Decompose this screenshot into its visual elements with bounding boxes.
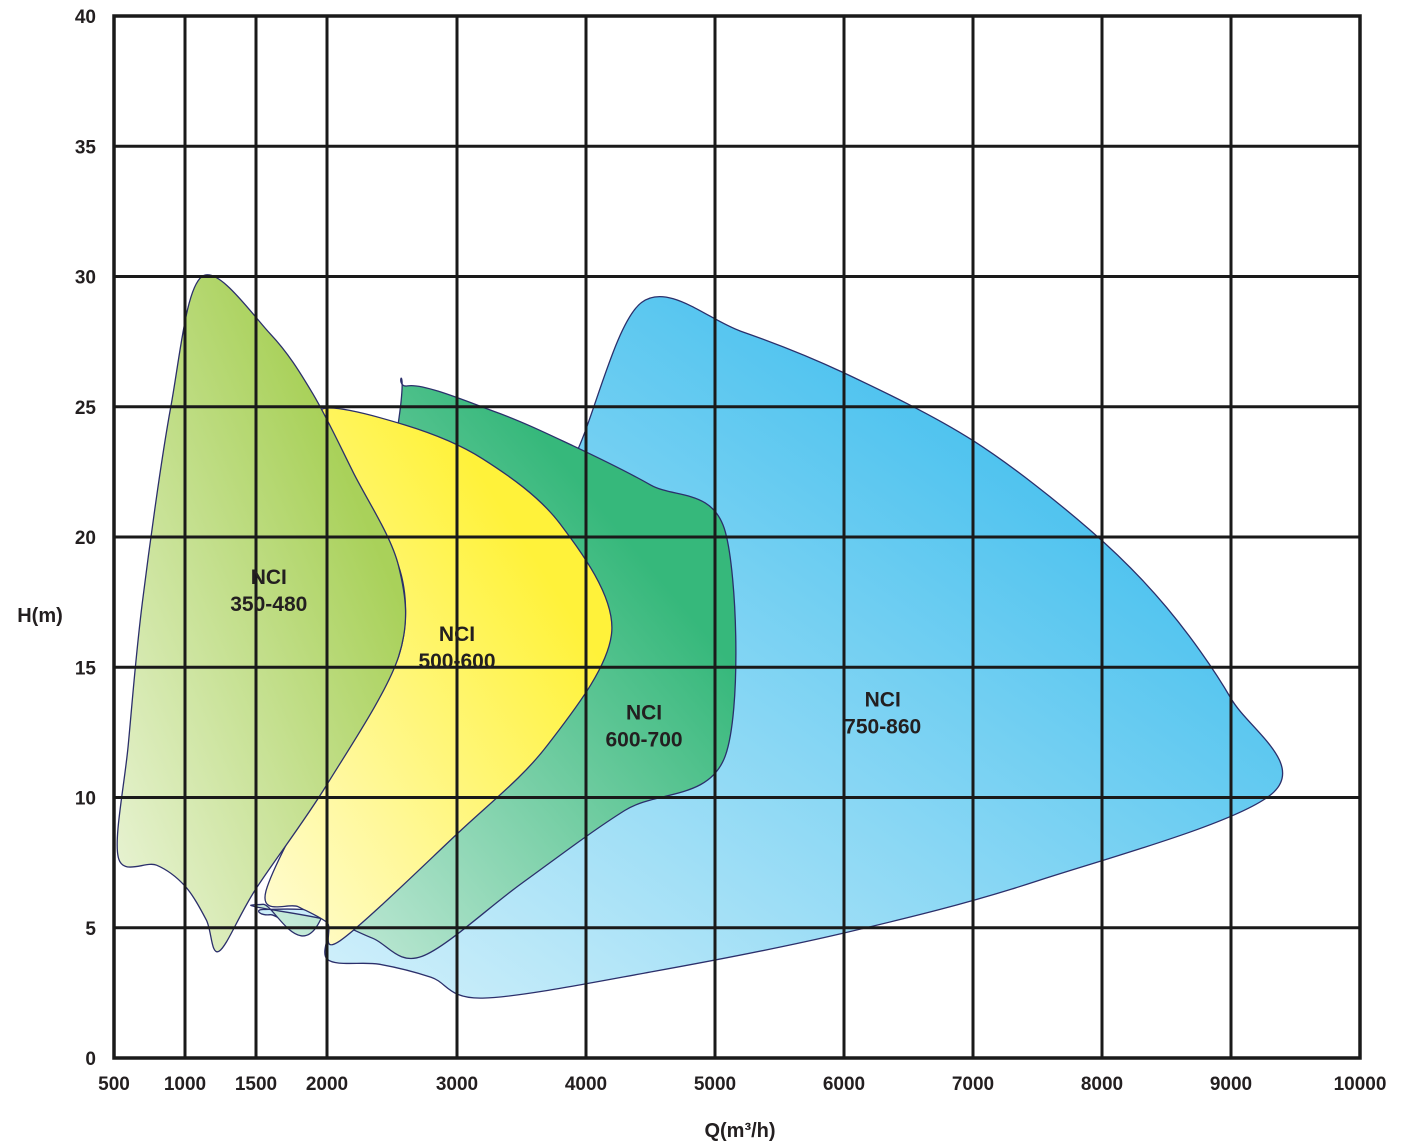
y-tick-15: 15 [75, 658, 97, 679]
y-tick-10: 10 [75, 789, 96, 810]
x-tick-4000: 4000 [565, 1074, 607, 1095]
y-tick-35: 35 [75, 137, 97, 158]
performance-regions [116, 274, 1284, 999]
x-tick-1000: 1000 [164, 1074, 206, 1095]
x-tick-2000: 2000 [306, 1074, 348, 1095]
x-tick-1500: 1500 [235, 1074, 277, 1095]
x-tick-3000: 3000 [436, 1074, 478, 1095]
y-tick-40: 40 [75, 7, 96, 28]
x-tick-6000: 6000 [823, 1074, 865, 1095]
x-tick-9000: 9000 [1210, 1074, 1252, 1095]
y-tick-0: 0 [85, 1049, 96, 1070]
y-tick-30: 30 [75, 268, 96, 289]
x-tick-10000: 10000 [1334, 1074, 1387, 1095]
region-label-nci-350-480: NCI 350-480 [230, 566, 307, 616]
y-tick-labels: 0 5 10 15 20 25 30 35 40 [75, 7, 97, 1070]
region-label-nci-500-600: NCI 500-600 [418, 623, 495, 673]
plot-frame [112, 14, 1362, 1060]
y-tick-25: 25 [75, 398, 97, 419]
y-axis-label: H(m) [17, 605, 63, 627]
plot-border [112, 14, 1362, 1060]
x-tick-7000: 7000 [952, 1074, 994, 1095]
x-tick-labels: 500 1000 1500 2000 3000 4000 5000 6000 7000 8000 9… [98, 1074, 1386, 1095]
grid-lines [114, 16, 1360, 1058]
x-axis-label: Q(m³/h) [704, 1120, 775, 1142]
y-tick-5: 5 [85, 919, 96, 940]
y-tick-20: 20 [75, 528, 96, 549]
x-tick-8000: 8000 [1081, 1074, 1123, 1095]
x-tick-500: 500 [98, 1074, 130, 1095]
region-nci-350-480 [116, 274, 407, 953]
region-label-nci-600-700: NCI 600-700 [606, 701, 683, 751]
x-tick-5000: 5000 [694, 1074, 736, 1095]
region-label-nci-750-860: NCI 750-860 [844, 688, 921, 738]
region-labels: NCI 750-860 NCI 600-700 NCI 500-600 NCI 350-480 [230, 566, 921, 751]
